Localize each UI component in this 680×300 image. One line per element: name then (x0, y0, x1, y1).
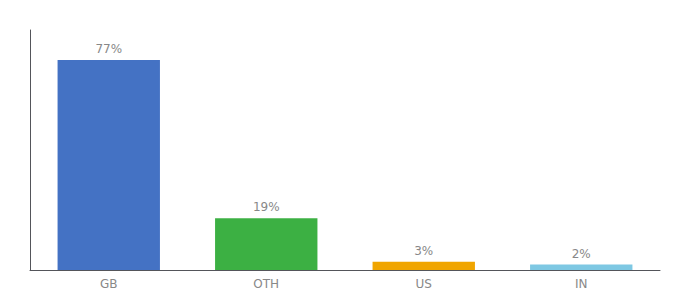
svg-text:19%: 19% (253, 200, 280, 214)
svg-text:US: US (416, 277, 432, 291)
svg-text:IN: IN (575, 277, 588, 291)
svg-text:77%: 77% (95, 42, 122, 56)
svg-text:3%: 3% (414, 244, 433, 258)
svg-text:2%: 2% (572, 247, 591, 261)
svg-text:GB: GB (100, 277, 118, 291)
svg-text:OTH: OTH (253, 277, 279, 291)
